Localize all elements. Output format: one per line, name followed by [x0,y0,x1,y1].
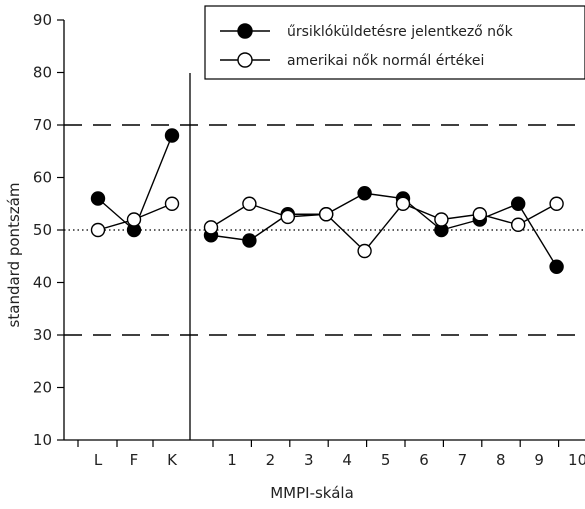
series-layer [90,128,564,274]
data-point [395,196,411,211]
data-point [319,207,334,222]
data-point [203,220,219,235]
series-2 [90,196,564,259]
y-axis-title: standard pontszám [5,183,23,328]
data-point [242,196,257,211]
series-1 [90,128,564,274]
legend: űrsiklóküldetésre jelentkező nők amerika… [204,5,585,80]
data-point [90,222,106,238]
y-tick-label: 80 [33,64,52,82]
data-point [126,212,142,227]
y-tick-label: 90 [33,11,52,29]
legend-box [204,5,585,80]
x-tick-label: 7 [458,451,468,469]
x-tick-label: 10 [568,451,585,469]
data-point [549,259,564,274]
x-tick-label: 1 [227,451,237,469]
data-point [280,209,295,225]
data-point [90,191,106,206]
legend-marker-series-1 [237,23,253,39]
axes [63,20,585,441]
data-point [242,233,257,248]
series-line [210,192,558,268]
data-point [511,217,526,232]
data-point [357,243,372,259]
legend-label-series-2: amerikai nők normál értékei [287,53,484,69]
x-tick-label: 9 [534,451,544,469]
y-tick-label: 70 [33,116,52,134]
series-line [210,202,557,253]
x-tick-label: K [167,451,178,469]
y-tick-label: 40 [33,274,52,292]
y-tick-label: 60 [33,169,52,187]
x-tick-label: 2 [266,451,276,469]
x-axis-title: MMPI-skála [270,484,354,502]
x-tick-label: 6 [419,451,429,469]
x-tick-label: 5 [381,451,391,469]
data-point [164,196,180,211]
data-point [357,186,372,201]
reference-lines [64,124,585,336]
legend-label-series-1: űrsiklóküldetésre jelentkező nők [287,24,514,40]
y-tick-label: 30 [33,326,52,344]
data-point [472,207,487,222]
x-tick-label: 4 [342,451,352,469]
data-point [511,196,526,211]
y-tick-label: 10 [33,431,52,449]
x-tick-label: 3 [304,451,314,469]
y-tick-label: 50 [33,221,52,239]
data-point [549,196,564,211]
x-axis-ticks: L F K 1 2 3 4 5 6 7 8 9 10 [77,440,585,469]
data-point [434,212,449,227]
y-tick-label: 20 [33,379,52,397]
data-point [164,128,180,143]
x-tick-label: L [94,451,103,469]
x-tick-label: F [130,451,139,469]
y-axis-ticks: 10 20 30 40 50 60 70 80 90 [33,11,64,449]
legend-marker-series-2 [237,52,253,68]
x-tick-label: 8 [496,451,506,469]
